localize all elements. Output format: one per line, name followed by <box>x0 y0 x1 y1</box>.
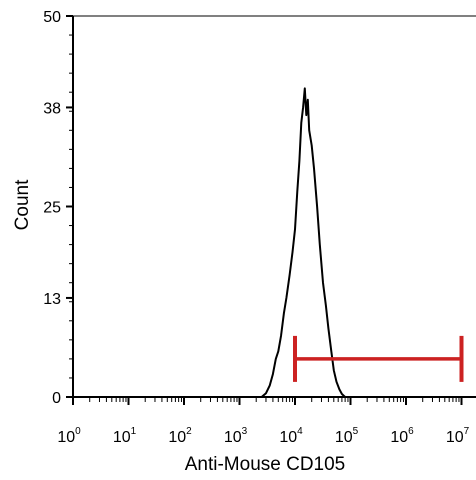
y-tick-label: 13 <box>43 291 61 308</box>
x-tick-label: 100 <box>57 426 81 446</box>
y-axis-label: Count <box>12 179 33 230</box>
x-tick-label: 105 <box>335 426 359 446</box>
histogram-series-line <box>260 87 346 398</box>
x-tick-label: 103 <box>224 426 248 446</box>
y-tick-label: 50 <box>43 9 61 26</box>
x-tick-label: 106 <box>390 426 414 446</box>
x-tick-label: 101 <box>113 426 137 446</box>
y-tick-label: 38 <box>43 100 61 117</box>
y-tick-label: 25 <box>43 200 61 217</box>
y-tick-label: 0 <box>52 390 61 407</box>
x-tick-label: 104 <box>279 426 303 446</box>
x-tick-label: 107 <box>446 426 470 446</box>
x-tick-label: 102 <box>168 426 192 446</box>
x-axis-label: Anti-Mouse CD105 <box>185 454 346 475</box>
